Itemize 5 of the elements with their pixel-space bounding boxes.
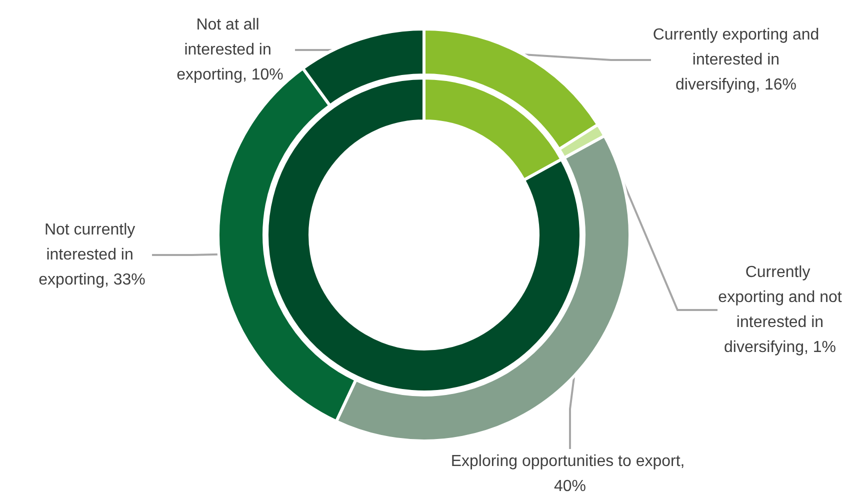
slice-label: Exploring opportunities to export, 40% <box>450 453 690 495</box>
slice-label: Not currently interested in exporting, 33% <box>38 222 146 288</box>
slice-label: Currently exporting and not interested in diversifying, 1% <box>718 264 842 356</box>
slice-label: Not at all interested in exporting, 10% <box>176 16 284 84</box>
slice-label: Currently exporting and interested in diversifying, 16% <box>652 26 820 94</box>
